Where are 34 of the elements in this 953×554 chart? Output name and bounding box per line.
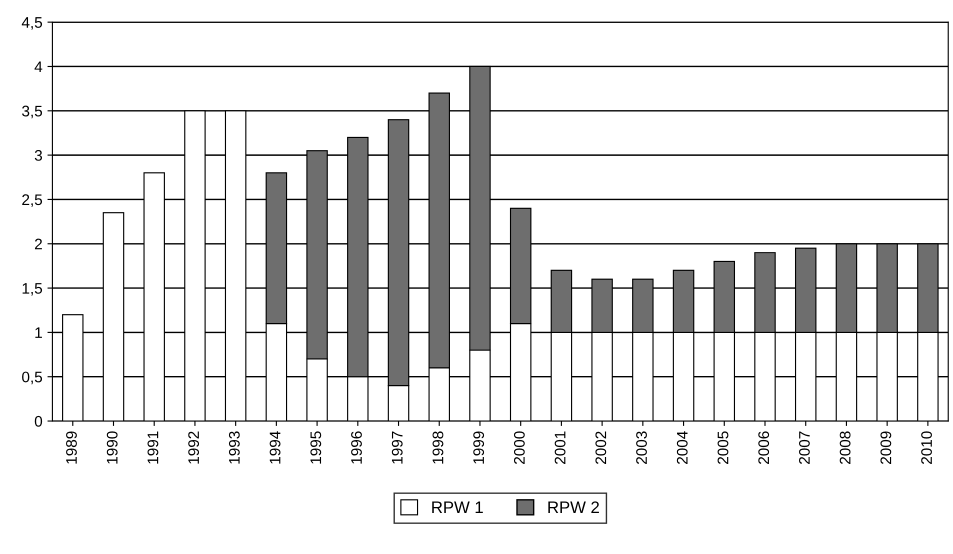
x-tick-label: 1996 bbox=[351, 431, 362, 464]
x-tick-label: 1991 bbox=[147, 432, 158, 464]
y-tick-label: 3 bbox=[34, 150, 42, 161]
legend-label: RPW 2 bbox=[548, 501, 599, 514]
x-tick-label: 2010 bbox=[921, 431, 932, 464]
y-tick-label: 3,5 bbox=[22, 106, 42, 118]
x-tick-label: 1999 bbox=[473, 431, 484, 464]
legend-label: RPW 1 bbox=[432, 502, 483, 514]
x-tick-label: 1990 bbox=[106, 431, 118, 464]
x-tick-label: 2004 bbox=[676, 431, 688, 464]
x-tick-label: 2001 bbox=[554, 432, 566, 464]
x-tick-label: 2005 bbox=[718, 431, 728, 464]
x-tick-label: 2002 bbox=[595, 432, 606, 464]
x-tick-label: 2003 bbox=[636, 431, 647, 464]
y-tick-label: 2,5 bbox=[22, 194, 42, 207]
y-tick-label: 0 bbox=[34, 416, 42, 427]
y-tick-label: 1,5 bbox=[22, 283, 42, 296]
x-tick-label: 1998 bbox=[432, 431, 444, 464]
x-tick-label: 1993 bbox=[228, 431, 240, 464]
y-tick-label: 2 bbox=[34, 238, 42, 250]
y-tick-label: 4 bbox=[34, 62, 42, 72]
x-tick-label: 1997 bbox=[392, 432, 403, 464]
x-tick-label: 1994 bbox=[270, 431, 280, 464]
x-tick-label: 1992 bbox=[188, 432, 200, 464]
y-tick-label: 1 bbox=[35, 327, 42, 338]
x-tick-label: 2007 bbox=[799, 432, 810, 464]
x-tick-label: 1989 bbox=[66, 431, 77, 464]
x-tick-label: 2000 bbox=[514, 431, 525, 464]
y-tick-label: 0,5 bbox=[22, 372, 42, 384]
x-tick-label: 2006 bbox=[758, 431, 770, 464]
x-tick-label: 1995 bbox=[310, 431, 322, 464]
y-tick-label: 4,5 bbox=[22, 17, 42, 30]
x-tick-label: 2008 bbox=[840, 431, 851, 464]
x-tick-label: 2009 bbox=[880, 431, 892, 464]
